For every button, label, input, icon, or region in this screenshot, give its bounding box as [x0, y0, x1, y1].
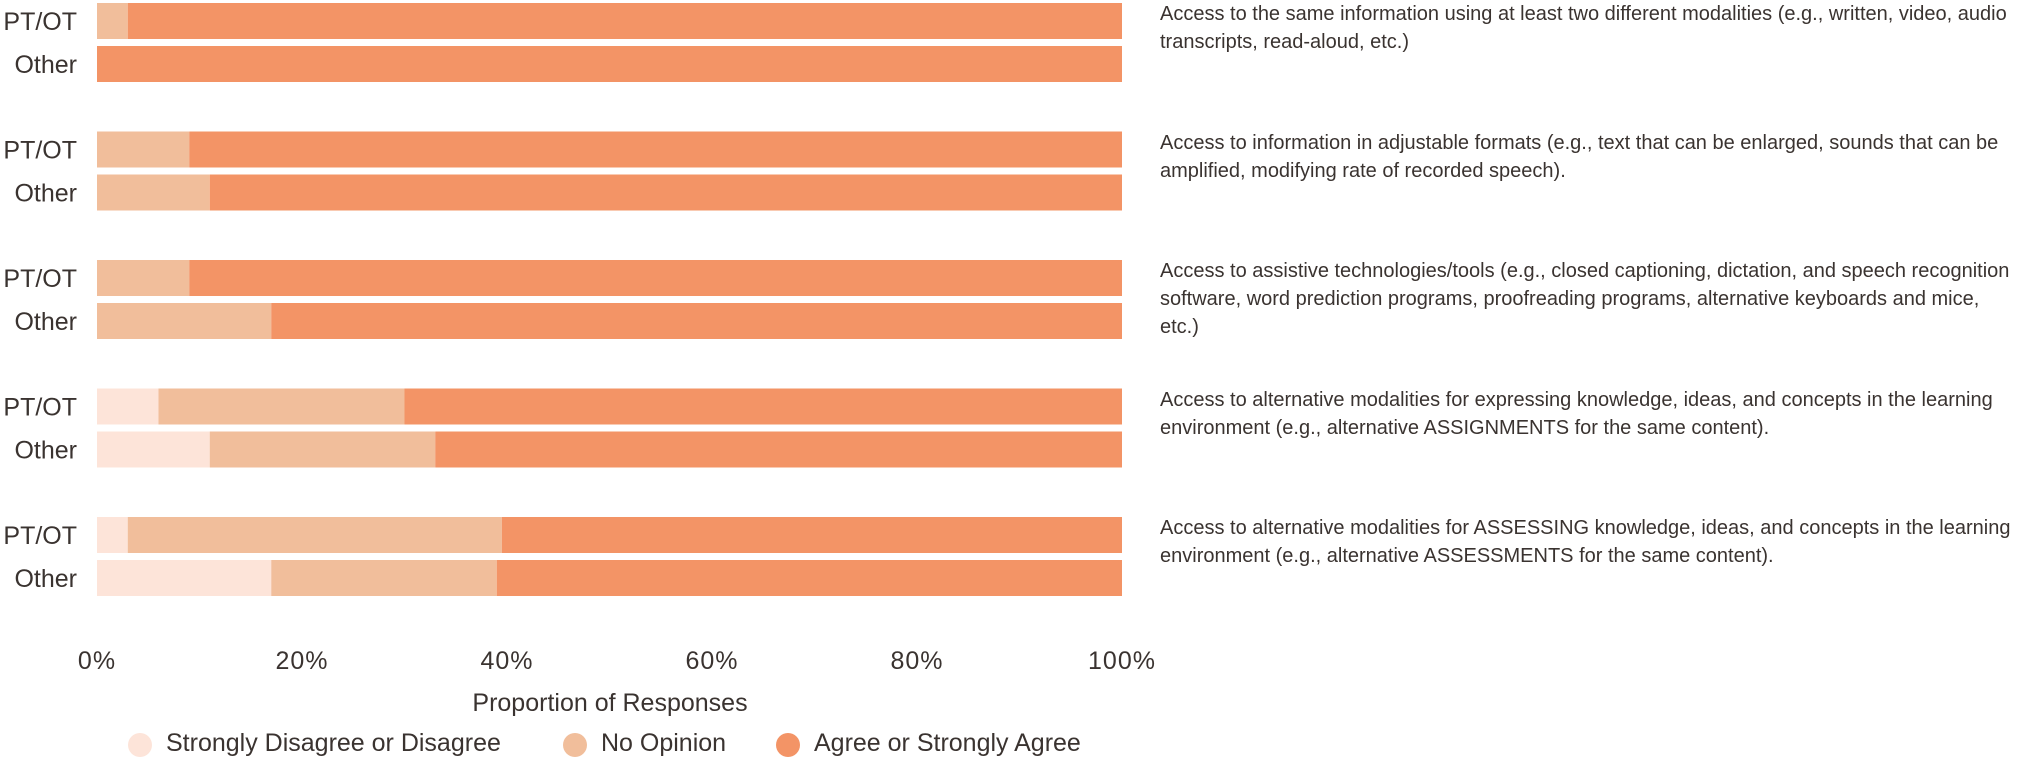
item-description: Access to the same information using at …: [1160, 3, 2007, 53]
bar-segment-agree-or-strongly-agree: [189, 260, 1122, 296]
row-label: PT/OT: [3, 522, 77, 550]
bar-segment-strongly-disagree-or-disagree: [97, 517, 128, 553]
bar-segment-no-opinion: [97, 174, 210, 211]
bar-segment-agree-or-strongly-agree: [501, 517, 1122, 553]
bar-segment-strongly-disagree-or-disagree: [97, 388, 159, 425]
bar-segment-no-opinion: [97, 303, 272, 339]
x-axis-title: Proportion of Responses: [472, 689, 747, 717]
item-description: Access to alternative modalities for ASS…: [1160, 517, 2011, 567]
x-axis-ticks: 0% 20% 40% 60% 80% 100%: [78, 647, 1156, 675]
bar-segment-agree-or-strongly-agree: [435, 431, 1122, 468]
row-label: PT/OT: [3, 8, 77, 36]
row-label: PT/OT: [3, 394, 77, 422]
legend-swatch: [563, 733, 587, 757]
bar-segment-agree-or-strongly-agree: [97, 46, 1122, 82]
legend-swatch: [776, 733, 800, 757]
category-labels: PT/OT Other PT/OT Other PT/OT Other PT/OT Other…: [3, 8, 77, 593]
bars-layer: [97, 3, 1122, 596]
x-tick-label: 60%: [685, 647, 738, 675]
legend-label: No Opinion: [601, 729, 726, 757]
bar-segment-no-opinion: [158, 388, 405, 425]
legend-label: Strongly Disagree or Disagree: [166, 729, 501, 757]
bar-segment-strongly-disagree-or-disagree: [97, 560, 272, 596]
bar-segment-no-opinion: [271, 560, 497, 596]
bar-segment-agree-or-strongly-agree: [496, 560, 1122, 596]
row-label: Other: [14, 308, 77, 336]
bar-segment-agree-or-strongly-agree: [189, 131, 1122, 168]
row-label: PT/OT: [3, 137, 77, 165]
x-tick-label: 0%: [78, 647, 116, 675]
legend-label: Agree or Strongly Agree: [814, 729, 1081, 757]
row-label: PT/OT: [3, 265, 77, 293]
x-tick-label: 40%: [480, 647, 533, 675]
bar-segment-agree-or-strongly-agree: [404, 388, 1122, 425]
bar-segment-no-opinion: [127, 517, 502, 553]
row-label: Other: [14, 51, 77, 79]
bar-segment-no-opinion: [97, 131, 190, 168]
bar-segment-no-opinion: [97, 260, 190, 296]
bar-segment-strongly-disagree-or-disagree: [97, 431, 210, 468]
row-label: Other: [14, 437, 77, 465]
x-tick-label: 20%: [275, 647, 328, 675]
bar-segment-no-opinion: [209, 431, 436, 468]
item-description: Access to information in adjustable form…: [1160, 131, 1999, 182]
row-label: Other: [14, 180, 77, 208]
bar-segment-agree-or-strongly-agree: [209, 174, 1122, 211]
item-description: Access to assistive technologies/tools (…: [1160, 260, 2010, 338]
bar-segment-agree-or-strongly-agree: [271, 303, 1122, 339]
row-label: Other: [14, 565, 77, 593]
legend-swatch: [128, 733, 152, 757]
x-tick-label: 80%: [890, 647, 943, 675]
bar-segment-agree-or-strongly-agree: [127, 3, 1122, 39]
bar-segment-no-opinion: [97, 3, 128, 39]
legend: Strongly Disagree or Disagree No Opinion A…: [128, 729, 1081, 757]
item-description: Access to alternative modalities for exp…: [1160, 388, 1993, 439]
x-tick-label: 100%: [1088, 647, 1156, 675]
